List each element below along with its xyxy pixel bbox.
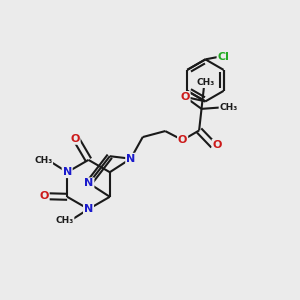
Text: Cl: Cl — [218, 52, 230, 62]
Text: N: N — [126, 154, 135, 164]
Text: O: O — [39, 191, 49, 201]
Text: O: O — [212, 140, 222, 150]
Text: CH₃: CH₃ — [196, 78, 214, 87]
Text: O: O — [178, 135, 187, 145]
Text: CH₃: CH₃ — [56, 216, 74, 225]
Text: CH₃: CH₃ — [34, 156, 52, 165]
Text: O: O — [70, 134, 80, 144]
Text: CH₃: CH₃ — [219, 103, 238, 112]
Text: N: N — [84, 204, 93, 214]
Text: N: N — [84, 178, 94, 188]
Text: N: N — [63, 167, 72, 177]
Text: O: O — [180, 92, 190, 102]
